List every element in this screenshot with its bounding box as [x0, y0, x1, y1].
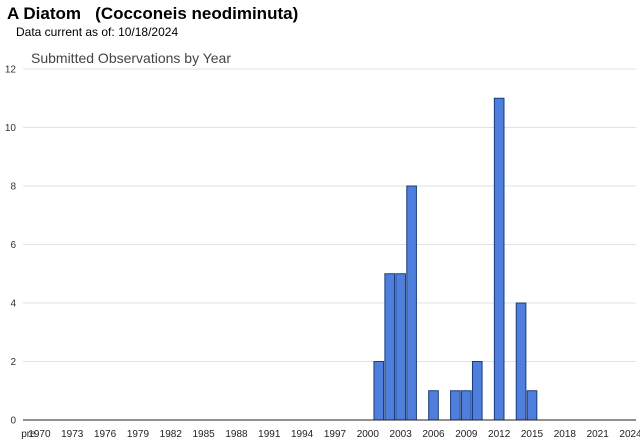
x-tick-label: 2000	[357, 429, 380, 440]
x-tick-label: 2021	[587, 429, 610, 440]
x-tick-label: 1994	[291, 429, 314, 440]
bar-2009[interactable]	[461, 390, 472, 421]
bar-2015[interactable]	[526, 390, 538, 421]
y-tick-label: 0	[10, 416, 16, 427]
x-tick-label: 1970	[28, 429, 51, 440]
data-current-label: Data current as of:	[16, 25, 115, 39]
species-title: A Diatom (Cocconeis neodiminuta)	[7, 4, 299, 23]
data-current-date: 10/18/2024	[118, 25, 179, 39]
x-tick-label: 1997	[324, 429, 347, 440]
x-tick-label: 2003	[390, 429, 413, 440]
x-tick-label: 2018	[554, 429, 577, 440]
x-tick-label: 2012	[488, 429, 511, 440]
bar-2003[interactable]	[395, 273, 406, 421]
bar-2002[interactable]	[384, 273, 396, 421]
data-current-note: Data current as of: 10/18/2024	[16, 25, 178, 39]
chart-title: Submitted Observations by Year	[31, 50, 231, 66]
x-tick-label: 1988	[225, 429, 248, 440]
x-tick-label: 2015	[521, 429, 544, 440]
x-tick-label: 1973	[61, 429, 84, 440]
x-tick-label: 1985	[192, 429, 215, 440]
y-tick-label: 4	[10, 299, 16, 310]
chart-grid	[23, 68, 636, 362]
bar-2004[interactable]	[406, 185, 417, 421]
y-tick-label: 10	[5, 123, 17, 134]
bar-2008[interactable]	[450, 390, 461, 421]
x-tick-label: 2006	[422, 429, 445, 440]
x-tick-label: 2024	[619, 429, 640, 440]
x-tick-label: 1979	[127, 429, 150, 440]
bar-2014[interactable]	[515, 302, 527, 421]
x-tick-label: 1976	[94, 429, 117, 440]
y-tick-label: 8	[10, 182, 16, 193]
y-tick-label: 12	[5, 65, 17, 76]
x-tick-label: pre	[21, 429, 36, 440]
bar-2012[interactable]	[493, 97, 505, 421]
x-tick-label: 1991	[258, 429, 281, 440]
y-axis-ticks: 0 2 4 6 8 10 12	[5, 65, 17, 427]
y-tick-label: 2	[10, 357, 16, 368]
x-tick-label: 1982	[160, 429, 183, 440]
bar-2006[interactable]	[428, 390, 439, 421]
x-tick-label: 2009	[455, 429, 478, 440]
y-tick-label: 6	[10, 240, 16, 251]
chart-bars	[373, 97, 538, 421]
bar-2010[interactable]	[471, 361, 483, 421]
bar-2001[interactable]	[373, 361, 385, 421]
